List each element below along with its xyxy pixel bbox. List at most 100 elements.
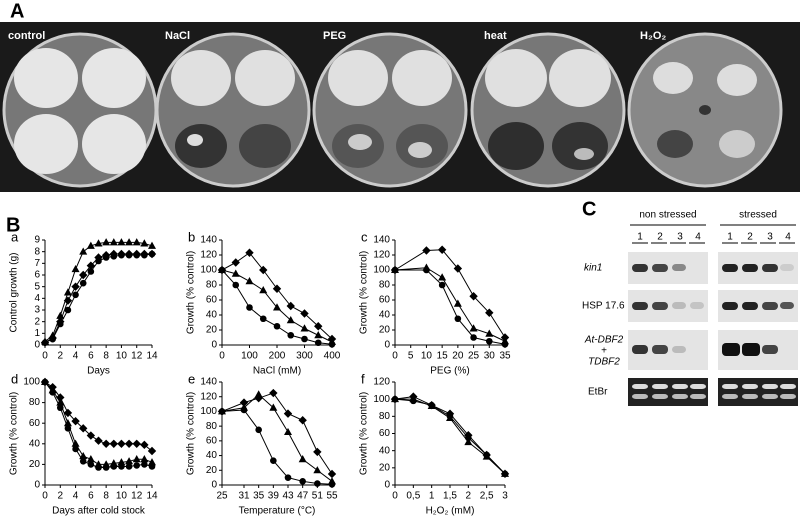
marker: [273, 322, 281, 330]
marker: [254, 390, 263, 398]
y-tick-label: 80: [206, 280, 218, 291]
marker: [245, 248, 254, 257]
marker: [453, 264, 463, 273]
marker: [141, 461, 148, 468]
band: [742, 343, 760, 356]
y-tick-label: 40: [29, 438, 41, 449]
y-tick-label: 20: [379, 325, 391, 336]
x-tick-label: 200: [269, 351, 286, 362]
y-tick-label: 20: [206, 325, 218, 336]
marker: [102, 254, 110, 261]
y-tick-label: 100: [200, 406, 217, 417]
marker: [63, 288, 72, 296]
band: [762, 264, 778, 272]
marker: [301, 335, 308, 343]
group-header: non stressed: [639, 210, 696, 221]
marker: [438, 281, 446, 289]
y-tick-label: 8: [34, 246, 40, 257]
marker: [141, 251, 148, 259]
lane-label: 2: [657, 232, 663, 243]
marker: [72, 445, 79, 453]
lane-label: 1: [727, 232, 733, 243]
y-tick-label: 120: [200, 391, 217, 402]
x-tick-label: 12: [131, 351, 143, 362]
marker: [148, 458, 156, 466]
marker: [314, 480, 321, 487]
colony: [348, 134, 372, 150]
marker: [71, 264, 80, 273]
marker: [63, 419, 72, 427]
y-tick-label: 0: [384, 340, 390, 351]
marker: [501, 340, 509, 348]
plate-label: H₂O₂: [640, 30, 666, 42]
plate: [312, 32, 468, 188]
x-tick-label: 25: [468, 351, 480, 362]
x-tick-label: 5: [408, 351, 414, 362]
y-tick-label: 80: [206, 421, 218, 432]
marker: [328, 480, 336, 488]
marker: [118, 251, 125, 259]
band: [632, 384, 648, 389]
plate: [2, 32, 158, 188]
marker: [95, 464, 102, 471]
marker: [109, 238, 118, 246]
marker: [79, 279, 87, 287]
y-tick-label: 120: [373, 377, 390, 388]
marker: [259, 286, 268, 294]
x-tick-label: 4: [73, 351, 79, 362]
y-tick-label: 40: [379, 310, 391, 321]
y-tick-label: 60: [29, 418, 41, 429]
x-axis-label: NaCl (mM): [253, 366, 301, 377]
x-tick-label: 0: [219, 351, 225, 362]
group-header: stressed: [739, 210, 777, 221]
x-tick-label: 0: [42, 351, 48, 362]
marker: [299, 478, 306, 485]
marker: [86, 261, 96, 270]
marker: [102, 464, 110, 471]
colony: [549, 49, 611, 107]
marker: [95, 257, 102, 265]
colony: [82, 114, 146, 174]
marker: [272, 284, 282, 293]
x-tick-label: 0: [392, 351, 398, 362]
series-line: [394, 249, 506, 338]
y-tick-label: 5: [34, 281, 40, 292]
y-tick-label: 40: [206, 450, 218, 461]
band: [652, 394, 668, 399]
band: [652, 384, 668, 389]
x-tick-label: 20: [452, 351, 464, 362]
x-tick-label: 400: [324, 351, 341, 362]
series-line: [221, 392, 333, 475]
dish: [312, 32, 468, 188]
y-tick-label: 6: [34, 270, 40, 281]
y-tick-label: 2: [34, 316, 40, 327]
x-tick-label: 2: [58, 491, 64, 502]
marker: [109, 439, 118, 448]
colony: [408, 142, 432, 158]
band: [690, 384, 706, 389]
series-line: [221, 393, 333, 482]
marker: [64, 425, 72, 432]
colony: [717, 64, 757, 96]
x-axis-label: H₂O₂ (mM): [426, 506, 475, 517]
colony: [699, 105, 711, 115]
marker: [56, 320, 64, 328]
marker: [71, 282, 80, 291]
y-tick-label: 80: [379, 411, 391, 422]
chart-label: f: [361, 371, 365, 386]
y-tick-label: 4: [34, 293, 40, 304]
lane-label: 4: [785, 232, 791, 243]
y-tick-label: 140: [373, 235, 390, 246]
marker: [269, 388, 278, 398]
marker: [94, 239, 103, 247]
marker: [49, 335, 56, 343]
x-tick-label: 0: [42, 491, 48, 502]
marker: [124, 439, 134, 448]
colony: [328, 50, 388, 106]
marker: [246, 304, 253, 311]
x-tick-label: 1,5: [443, 491, 457, 502]
band: [742, 302, 758, 310]
marker: [284, 427, 292, 436]
x-tick-label: 10: [421, 351, 433, 362]
